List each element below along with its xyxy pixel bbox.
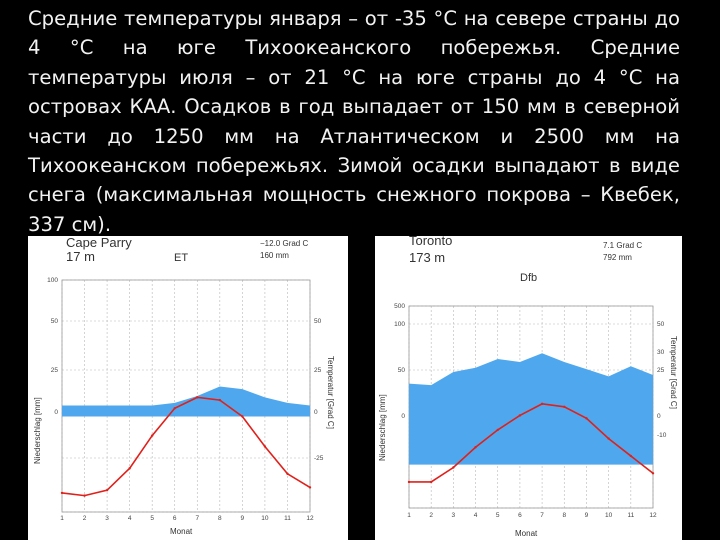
y2-tick-label: 0 [657,413,661,420]
temperature-line [409,403,654,483]
climate-chart-toronto: Toronto 173 m Dfb 7.1 Grad C 792 mm Nied… [375,236,682,540]
y2-tick-label: 50 [314,318,322,325]
slide-body-text: Средние температуры января – от -35 °С н… [28,7,680,236]
x-tick-label: 10 [605,512,613,519]
temperature-point [173,407,176,410]
temperature-point [83,494,86,497]
y-tick-label: 0 [54,409,58,416]
station-elevation: 173 m [409,250,445,265]
temperature-point [105,488,109,492]
y-tick-label: 50 [51,318,59,325]
y2-tick-label: -25 [314,455,324,462]
x-tick-label: 11 [284,515,291,522]
x-tick-label: 8 [218,515,222,522]
x-tick-label: 5 [496,512,500,519]
temperature-point [651,472,655,475]
temperature-point [563,405,566,408]
temperature-point [452,466,455,469]
temperature-point [518,414,522,417]
station-elevation: 17 m [66,249,95,264]
precipitation-area [62,386,310,417]
temperature-point [308,486,312,489]
temperature-point [263,445,267,448]
y2-axis-title: Temperatur [Grad C] [669,336,678,409]
x-tick-label: 3 [105,515,109,522]
y-axis-title: Niederschlag [mm] [378,394,387,461]
x-tick-label: 6 [518,512,522,519]
y2-tick-label: 25 [314,367,322,374]
temperature-point [128,467,131,470]
climate-chart-cape-parry: Cape Parry 17 m ET −12.0 Grad C 160 mm N… [28,236,348,540]
temperature-point [407,480,411,484]
y-tick-label: 0 [401,413,405,420]
annual-temperature: 7.1 Grad C [603,241,642,250]
temperature-point [218,398,222,402]
temperature-point [429,480,433,484]
x-tick-label: 12 [306,515,314,522]
x-tick-label: 7 [540,512,544,519]
annual-precipitation: 160 mm [260,251,289,260]
climate-diagram-svg: Cape Parry 17 m ET −12.0 Grad C 160 mm N… [33,236,335,536]
y2-tick-label: 50 [657,321,665,328]
y2-axis-title: Temperatur [Grad C] [326,356,335,429]
x-tick-label: 8 [562,512,566,519]
temperature-point [150,434,154,437]
y2-tick-label: 0 [314,409,318,416]
x-tick-label: 1 [407,512,411,519]
y-tick-label: 100 [47,277,58,284]
climate-type: Dfb [520,272,537,284]
climate-type: ET [174,252,188,264]
y-tick-label: 25 [51,367,59,374]
x-axis-title: Monat [170,527,193,536]
temperature-point [60,491,64,495]
x-tick-label: 10 [261,515,269,522]
plot-frame [61,279,311,513]
y-tick-label: 500 [394,303,405,310]
temperature-line [61,396,311,497]
y-tick-label: 50 [398,367,406,374]
station-name: Cape Parry [66,236,132,250]
x-tick-label: 4 [128,515,132,522]
x-tick-label: 5 [150,515,154,522]
annual-temperature: −12.0 Grad C [260,239,308,248]
x-tick-label: 1 [60,515,64,522]
x-tick-label: 7 [195,515,199,522]
temperature-point [607,437,610,440]
x-axis-title: Monat [515,529,538,538]
x-tick-label: 3 [452,512,456,519]
climate-diagram-svg: Toronto 173 m Dfb 7.1 Grad C 792 mm Nied… [378,236,678,538]
x-tick-label: 9 [241,515,245,522]
temperature-point [585,417,588,420]
y-axis-title: Niederschlag [mm] [33,397,42,464]
station-name: Toronto [409,236,452,248]
temperature-point [629,454,633,458]
y2-tick-label: -10 [657,432,667,439]
y-tick-label: 100 [394,321,405,328]
x-tick-label: 2 [429,512,433,519]
y2-tick-label: 30 [657,349,665,356]
x-tick-label: 6 [173,515,177,522]
temperature-point [540,402,544,406]
x-tick-label: 4 [474,512,478,519]
x-tick-label: 2 [83,515,87,522]
x-tick-label: 12 [649,512,657,519]
x-tick-label: 11 [627,512,634,519]
temperature-point [241,415,244,418]
temperature-point [496,428,499,432]
annual-precipitation: 792 mm [603,253,632,262]
x-tick-label: 9 [585,512,589,519]
temperature-point [286,472,289,475]
y2-tick-label: 25 [657,367,665,374]
temperature-point [474,446,477,449]
temperature-point [196,396,199,399]
